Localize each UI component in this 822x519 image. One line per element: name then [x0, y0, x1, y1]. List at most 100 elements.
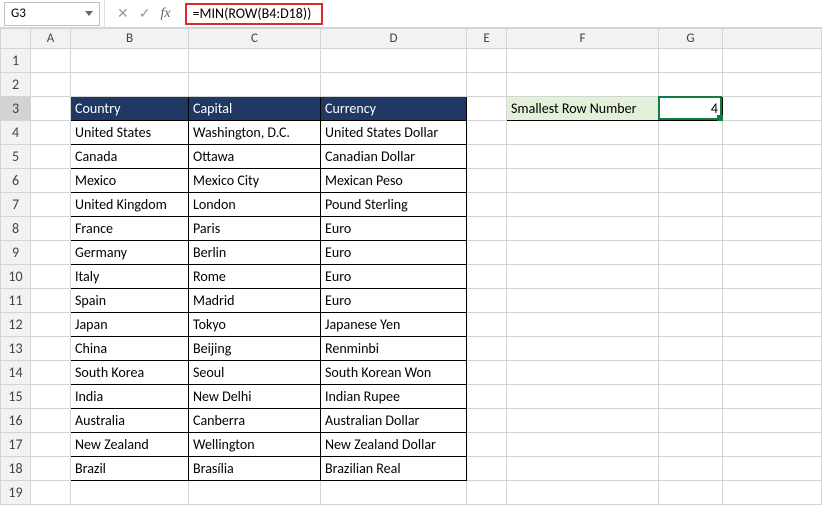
cell-G6[interactable] — [659, 169, 723, 193]
cell-E2[interactable] — [467, 73, 507, 97]
cell-E3[interactable] — [467, 97, 507, 121]
cell-E18[interactable] — [467, 457, 507, 481]
cell-F15[interactable] — [507, 385, 659, 409]
cell-F16[interactable] — [507, 409, 659, 433]
cell-D3[interactable]: Currency — [321, 97, 467, 121]
cell-F9[interactable] — [507, 241, 659, 265]
cell-PAD2[interactable] — [723, 73, 822, 97]
cell-F4[interactable] — [507, 121, 659, 145]
select-all-corner[interactable] — [1, 29, 31, 49]
cell-PAD8[interactable] — [723, 217, 822, 241]
cell-C16[interactable]: Canberra — [189, 409, 321, 433]
cell-D17[interactable]: New Zealand Dollar — [321, 433, 467, 457]
row-header-1[interactable]: 1 — [1, 49, 31, 73]
cell-G17[interactable] — [659, 433, 723, 457]
cell-E7[interactable] — [467, 193, 507, 217]
cell-G15[interactable] — [659, 385, 723, 409]
cell-G3[interactable]: 4 — [659, 97, 723, 121]
cell-C14[interactable]: Seoul — [189, 361, 321, 385]
col-header-E[interactable]: E — [467, 29, 507, 49]
cell-F19[interactable] — [507, 481, 659, 505]
cell-C8[interactable]: Paris — [189, 217, 321, 241]
cell-F7[interactable] — [507, 193, 659, 217]
cell-G12[interactable] — [659, 313, 723, 337]
cell-C6[interactable]: Mexico City — [189, 169, 321, 193]
cell-G4[interactable] — [659, 121, 723, 145]
cell-C19[interactable] — [189, 481, 321, 505]
cell-B10[interactable]: Italy — [71, 265, 189, 289]
cell-C7[interactable]: London — [189, 193, 321, 217]
row-header-9[interactable]: 9 — [1, 241, 31, 265]
cell-G19[interactable] — [659, 481, 723, 505]
cell-D11[interactable]: Euro — [321, 289, 467, 313]
cell-A6[interactable] — [31, 169, 71, 193]
row-header-17[interactable]: 17 — [1, 433, 31, 457]
cell-A19[interactable] — [31, 481, 71, 505]
cell-PAD13[interactable] — [723, 337, 822, 361]
cell-A13[interactable] — [31, 337, 71, 361]
cell-E1[interactable] — [467, 49, 507, 73]
row-header-6[interactable]: 6 — [1, 169, 31, 193]
cell-E12[interactable] — [467, 313, 507, 337]
cell-G16[interactable] — [659, 409, 723, 433]
cell-E6[interactable] — [467, 169, 507, 193]
cell-D18[interactable]: Brazilian Real — [321, 457, 467, 481]
cell-E16[interactable] — [467, 409, 507, 433]
cell-PAD6[interactable] — [723, 169, 822, 193]
cell-A12[interactable] — [31, 313, 71, 337]
cell-B8[interactable]: France — [71, 217, 189, 241]
cell-A7[interactable] — [31, 193, 71, 217]
cell-A1[interactable] — [31, 49, 71, 73]
cell-B14[interactable]: South Korea — [71, 361, 189, 385]
name-box[interactable]: G3 — [4, 2, 100, 26]
cell-D9[interactable]: Euro — [321, 241, 467, 265]
cell-A5[interactable] — [31, 145, 71, 169]
cell-B19[interactable] — [71, 481, 189, 505]
cell-A10[interactable] — [31, 265, 71, 289]
cell-G14[interactable] — [659, 361, 723, 385]
cell-D15[interactable]: Indian Rupee — [321, 385, 467, 409]
cell-E4[interactable] — [467, 121, 507, 145]
cell-G7[interactable] — [659, 193, 723, 217]
cell-PAD12[interactable] — [723, 313, 822, 337]
cell-D2[interactable] — [321, 73, 467, 97]
cell-B5[interactable]: Canada — [71, 145, 189, 169]
cell-A4[interactable] — [31, 121, 71, 145]
cell-D4[interactable]: United States Dollar — [321, 121, 467, 145]
cell-B13[interactable]: China — [71, 337, 189, 361]
row-header-2[interactable]: 2 — [1, 73, 31, 97]
cell-F3[interactable]: Smallest Row Number — [507, 97, 659, 121]
cell-C9[interactable]: Berlin — [189, 241, 321, 265]
cell-F11[interactable] — [507, 289, 659, 313]
cell-F6[interactable] — [507, 169, 659, 193]
enter-icon[interactable]: ✓ — [139, 7, 151, 21]
cell-E10[interactable] — [467, 265, 507, 289]
cell-D10[interactable]: Euro — [321, 265, 467, 289]
cell-G5[interactable] — [659, 145, 723, 169]
cell-E13[interactable] — [467, 337, 507, 361]
cell-B9[interactable]: Germany — [71, 241, 189, 265]
col-header-D[interactable]: D — [321, 29, 467, 49]
cell-PAD5[interactable] — [723, 145, 822, 169]
cell-G18[interactable] — [659, 457, 723, 481]
cell-E5[interactable] — [467, 145, 507, 169]
cell-D7[interactable]: Pound Sterling — [321, 193, 467, 217]
cell-B17[interactable]: New Zealand — [71, 433, 189, 457]
cell-PAD7[interactable] — [723, 193, 822, 217]
cell-PAD17[interactable] — [723, 433, 822, 457]
cell-G8[interactable] — [659, 217, 723, 241]
cell-E15[interactable] — [467, 385, 507, 409]
cell-PAD16[interactable] — [723, 409, 822, 433]
cell-A16[interactable] — [31, 409, 71, 433]
cancel-icon[interactable]: ✕ — [117, 7, 129, 21]
cell-B16[interactable]: Australia — [71, 409, 189, 433]
cell-A11[interactable] — [31, 289, 71, 313]
cell-E11[interactable] — [467, 289, 507, 313]
cell-E9[interactable] — [467, 241, 507, 265]
cell-PAD18[interactable] — [723, 457, 822, 481]
row-header-7[interactable]: 7 — [1, 193, 31, 217]
col-header-F[interactable]: F — [507, 29, 659, 49]
cell-F1[interactable] — [507, 49, 659, 73]
cell-B1[interactable] — [71, 49, 189, 73]
cell-D13[interactable]: Renminbi — [321, 337, 467, 361]
